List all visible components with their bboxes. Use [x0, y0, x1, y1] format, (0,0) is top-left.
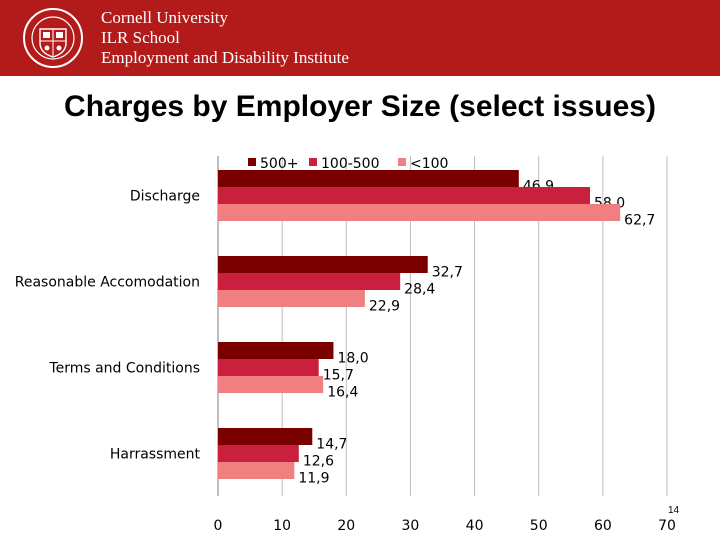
- data-label: 14,7: [316, 437, 347, 453]
- x-tick-label: 70: [658, 518, 676, 534]
- legend-swatch: [248, 158, 256, 166]
- bar: [218, 462, 295, 479]
- bar: [218, 376, 324, 393]
- data-label: 28,4: [404, 282, 435, 298]
- data-label: 12,6: [303, 454, 334, 470]
- legend-swatch: [398, 158, 406, 166]
- x-tick-label: 50: [530, 518, 548, 534]
- x-tick-label: 10: [273, 518, 291, 534]
- bar: [218, 170, 519, 187]
- header-banner: Cornell University ILR School Employment…: [0, 0, 720, 76]
- slide-title: Charges by Employer Size (select issues): [64, 90, 656, 123]
- category-label: Discharge: [130, 189, 200, 205]
- legend-label: 100-500: [321, 156, 380, 172]
- x-tick-label: 30: [402, 518, 420, 534]
- data-label: 22,9: [369, 299, 400, 315]
- data-label: 16,4: [327, 385, 358, 401]
- page-number: 14: [668, 505, 680, 516]
- data-label: 32,7: [432, 265, 463, 281]
- bar: [218, 445, 299, 462]
- organization-name: Cornell University ILR School Employment…: [101, 8, 349, 68]
- data-label: 11,9: [298, 471, 329, 487]
- org-line-school: ILR School: [101, 28, 180, 47]
- x-tick-label: 60: [594, 518, 612, 534]
- bar: [218, 359, 319, 376]
- x-tick-label: 40: [466, 518, 484, 534]
- legend-swatch: [309, 158, 317, 166]
- legend-label: 500+: [260, 156, 298, 172]
- category-label: Reasonable Accomodation: [15, 275, 200, 291]
- bar: [218, 204, 621, 221]
- data-label: 18,0: [337, 351, 368, 367]
- bar: [218, 342, 334, 359]
- cornell-seal-icon: [23, 8, 83, 68]
- org-line-institute: Employment and Disability Institute: [101, 48, 349, 67]
- legend-label: <100: [410, 156, 448, 172]
- category-label: Harrassment: [110, 447, 201, 463]
- bar: [218, 256, 428, 273]
- bar: [218, 187, 591, 204]
- bar: [218, 428, 313, 445]
- data-label: 15,7: [323, 368, 354, 384]
- org-line-university: Cornell University: [101, 8, 229, 27]
- bar: [218, 273, 401, 290]
- x-tick-label: 0: [214, 518, 223, 534]
- data-label: 62,7: [624, 213, 655, 229]
- bar: [218, 290, 365, 307]
- x-tick-label: 20: [337, 518, 355, 534]
- category-label: Terms and Conditions: [48, 361, 200, 377]
